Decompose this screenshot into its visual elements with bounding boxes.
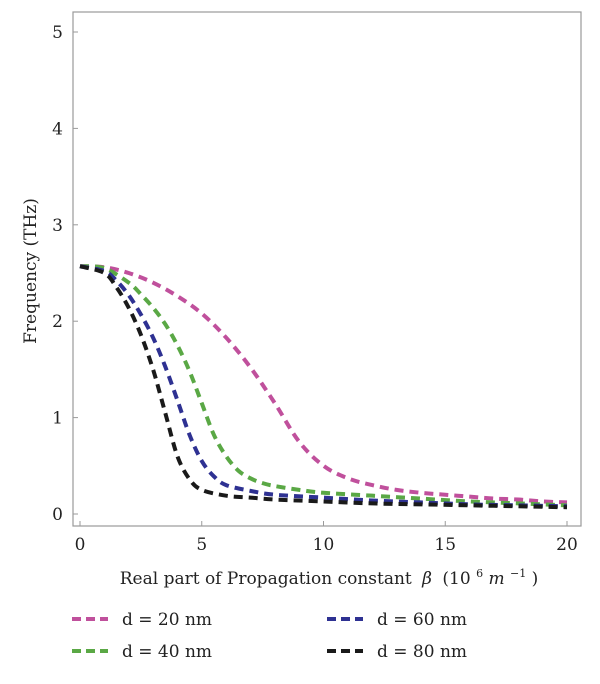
series-line-1: [79, 264, 568, 505]
y-tick-label: 2: [52, 312, 63, 332]
legend-label: d = 60 nm: [377, 610, 467, 630]
y-tick-label: 5: [52, 23, 63, 43]
y-tick-label: 3: [52, 216, 63, 236]
x-tick-label: 5: [196, 535, 207, 555]
x-axis-units-m: m: [488, 569, 504, 589]
plot-frame: [72, 11, 582, 527]
x-tick-label: 20: [556, 535, 578, 555]
legend-item: d = 20 nm: [72, 610, 212, 630]
series-line-4: [79, 264, 568, 510]
x-tick-label: 15: [434, 535, 456, 555]
x-axis-beta-symbol: β: [421, 569, 432, 589]
x-tick-label: 10: [313, 535, 335, 555]
series-layer: [79, 264, 568, 510]
x-axis-title-text: Real part of Propagation constant: [120, 569, 412, 589]
x-axis-units-mexp: −1: [510, 567, 526, 580]
y-axis-title: Frequency (THz): [21, 198, 41, 344]
x-axis-units-exp: 6: [476, 567, 483, 580]
x-axis-units-open: (10: [442, 569, 470, 589]
y-tick-label: 4: [52, 119, 63, 139]
legend-label: d = 40 nm: [122, 642, 212, 662]
x-tick-label: 0: [75, 535, 86, 555]
tick-layer: 0 5 10 15 20 0 1 2 3 4 5: [52, 23, 578, 555]
legend-item: d = 60 nm: [327, 610, 467, 630]
y-tick-label: 1: [52, 409, 63, 429]
legend: d = 20 nm d = 40 nm d = 60 nm d = 80 nm: [72, 610, 467, 662]
legend-label: d = 20 nm: [122, 610, 212, 630]
legend-label: d = 80 nm: [377, 642, 467, 662]
x-axis-title: Real part of Propagation constant β (10 …: [120, 562, 539, 589]
x-axis-units-close: ): [532, 569, 539, 589]
legend-item: d = 40 nm: [72, 642, 212, 662]
series-line-2: [79, 264, 568, 508]
y-tick-label: 0: [52, 505, 63, 525]
legend-item: d = 80 nm: [327, 642, 467, 662]
series-line-3: [79, 264, 568, 509]
